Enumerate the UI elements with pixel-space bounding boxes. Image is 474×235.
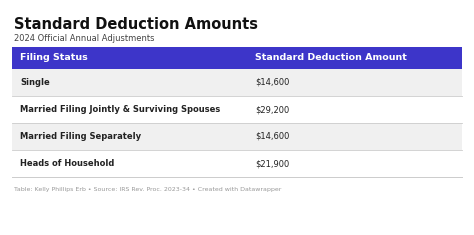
Text: Table: Kelly Phillips Erb • Source: IRS Rev. Proc. 2023-34 • Created with Datawr: Table: Kelly Phillips Erb • Source: IRS … bbox=[14, 187, 282, 192]
Text: Married Filing Separately: Married Filing Separately bbox=[20, 132, 141, 141]
Bar bbox=[12, 150, 462, 177]
Text: $14,600: $14,600 bbox=[255, 132, 289, 141]
Text: $21,900: $21,900 bbox=[255, 159, 289, 168]
Text: $29,200: $29,200 bbox=[255, 105, 289, 114]
Text: Filing Status: Filing Status bbox=[20, 54, 88, 63]
Bar bbox=[12, 96, 462, 123]
Text: Married Filing Jointly & Surviving Spouses: Married Filing Jointly & Surviving Spous… bbox=[20, 105, 220, 114]
Text: Heads of Household: Heads of Household bbox=[20, 159, 114, 168]
Bar bbox=[12, 123, 462, 150]
Bar bbox=[12, 69, 462, 96]
Text: Standard Deduction Amount: Standard Deduction Amount bbox=[255, 54, 407, 63]
Text: $14,600: $14,600 bbox=[255, 78, 289, 87]
Text: Standard Deduction Amounts: Standard Deduction Amounts bbox=[14, 17, 258, 32]
Text: 2024 Official Annual Adjustments: 2024 Official Annual Adjustments bbox=[14, 34, 155, 43]
Text: Single: Single bbox=[20, 78, 50, 87]
Bar bbox=[12, 47, 462, 69]
